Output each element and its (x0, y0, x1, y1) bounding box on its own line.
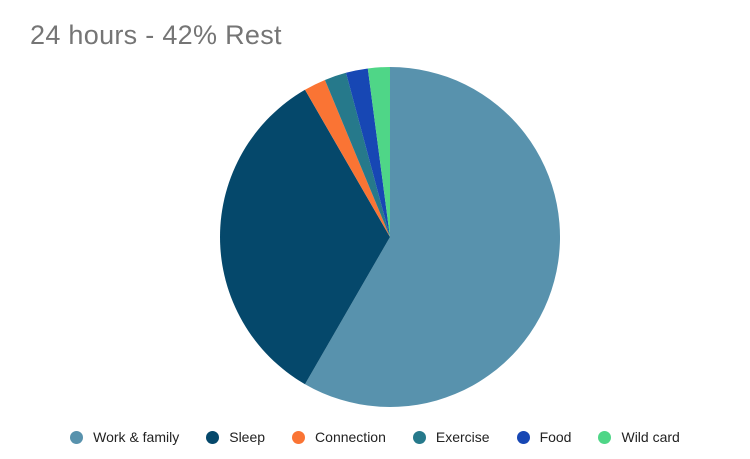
legend-swatch-work-family-icon (70, 430, 84, 444)
legend-swatch-wild-card-icon (598, 430, 612, 444)
legend-label-work-family: Work & family (93, 429, 180, 445)
pie-slice-food[interactable] (346, 68, 390, 237)
legend-item-work-family: Work & family (70, 429, 179, 445)
legend-swatch-food-icon (516, 430, 530, 444)
legend-item-sleep: Sleep (206, 429, 265, 445)
pie-slice-connection[interactable] (305, 79, 390, 237)
chart-legend: Work & family Sleep Connection Exercise Food… (0, 427, 750, 447)
pie-slice-work-family[interactable] (305, 67, 561, 407)
pie-slice-wild-card[interactable] (367, 66, 390, 237)
chart-title: 24 hours - 42% Rest (30, 20, 282, 50)
pie-slice-exercise[interactable] (324, 72, 390, 237)
legend-label-connection: Connection (315, 429, 386, 445)
legend-label-wild-card: Wild card (621, 429, 680, 445)
legend-label-food: Food (539, 429, 572, 445)
legend-item-wild-card: Wild card (598, 429, 680, 445)
legend-label-exercise: Exercise (435, 429, 490, 445)
legend-item-connection: Connection (292, 429, 386, 445)
legend-swatch-sleep-icon (206, 430, 220, 444)
legend-swatch-exercise-icon (412, 430, 426, 444)
legend-label-sleep: Sleep (229, 429, 266, 445)
pie-slice-sleep[interactable] (220, 89, 390, 385)
legend-item-food: Food (516, 429, 572, 445)
legend-swatch-connection-icon (292, 430, 306, 444)
legend-item-exercise: Exercise (412, 429, 490, 445)
